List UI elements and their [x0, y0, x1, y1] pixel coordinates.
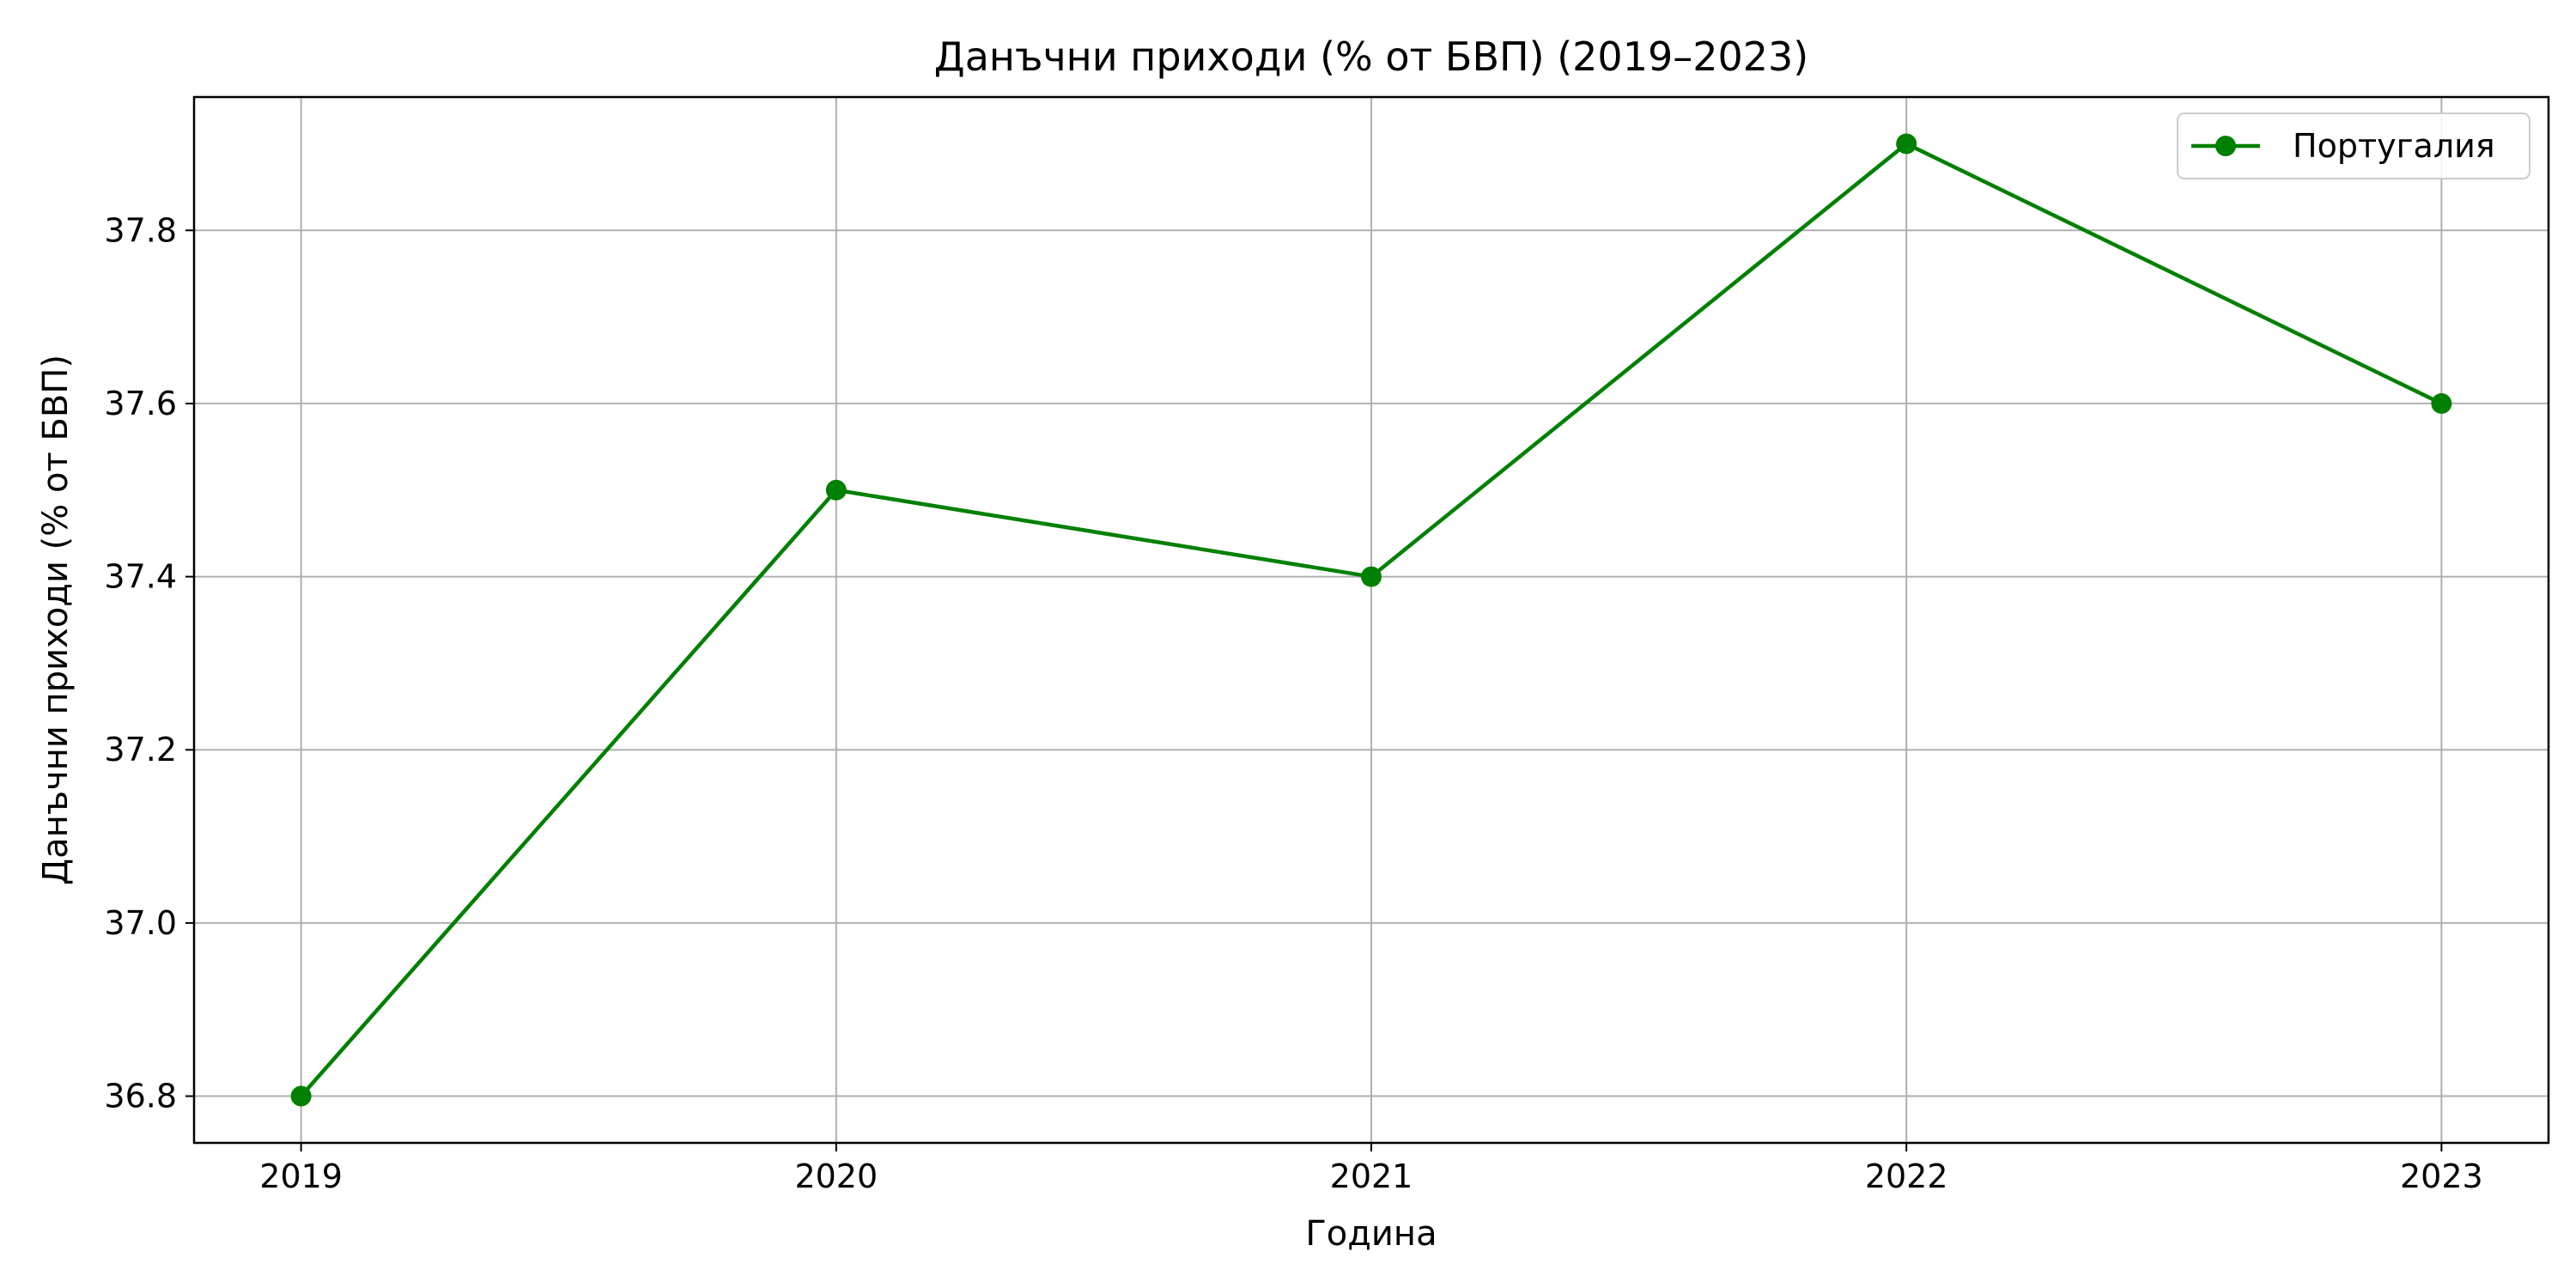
x-tick-label: 2021	[1330, 1157, 1413, 1195]
grid	[194, 97, 2549, 1143]
x-axis-label: Година	[1305, 1214, 1437, 1254]
y-tick-label: 37.0	[104, 904, 177, 942]
legend-box	[2177, 112, 2530, 179]
y-axis: 36.8 37.0 37.2 37.4 37.6 37.8	[104, 211, 194, 1115]
x-tick-label: 2023	[2400, 1157, 2483, 1195]
data-point	[1361, 566, 1382, 587]
chart-title: Данъчни приходи (% от БВП) (2019–2023)	[934, 33, 1808, 80]
data-point	[1896, 133, 1917, 155]
y-tick-label: 36.8	[104, 1078, 177, 1115]
x-tick-label: 2020	[794, 1157, 878, 1195]
y-tick-label: 37.8	[104, 211, 177, 249]
data-point	[2431, 392, 2452, 414]
x-tick-label: 2019	[259, 1157, 343, 1195]
legend-label: Португалия	[2293, 127, 2495, 165]
y-tick-label: 37.2	[104, 731, 177, 769]
series-layer	[290, 133, 2452, 1107]
y-tick-label: 37.4	[104, 558, 177, 596]
data-point	[290, 1085, 312, 1107]
y-axis-label: Данъчни приходи (% от БВП)	[36, 355, 76, 885]
y-tick-label: 37.6	[104, 385, 177, 422]
x-tick-label: 2022	[1865, 1157, 1948, 1195]
legend: Португалия	[2177, 112, 2530, 179]
legend-point-marker	[2215, 136, 2236, 156]
data-point	[825, 479, 847, 501]
x-axis: 2019 2020 2021 2022 2023	[259, 1143, 2483, 1195]
